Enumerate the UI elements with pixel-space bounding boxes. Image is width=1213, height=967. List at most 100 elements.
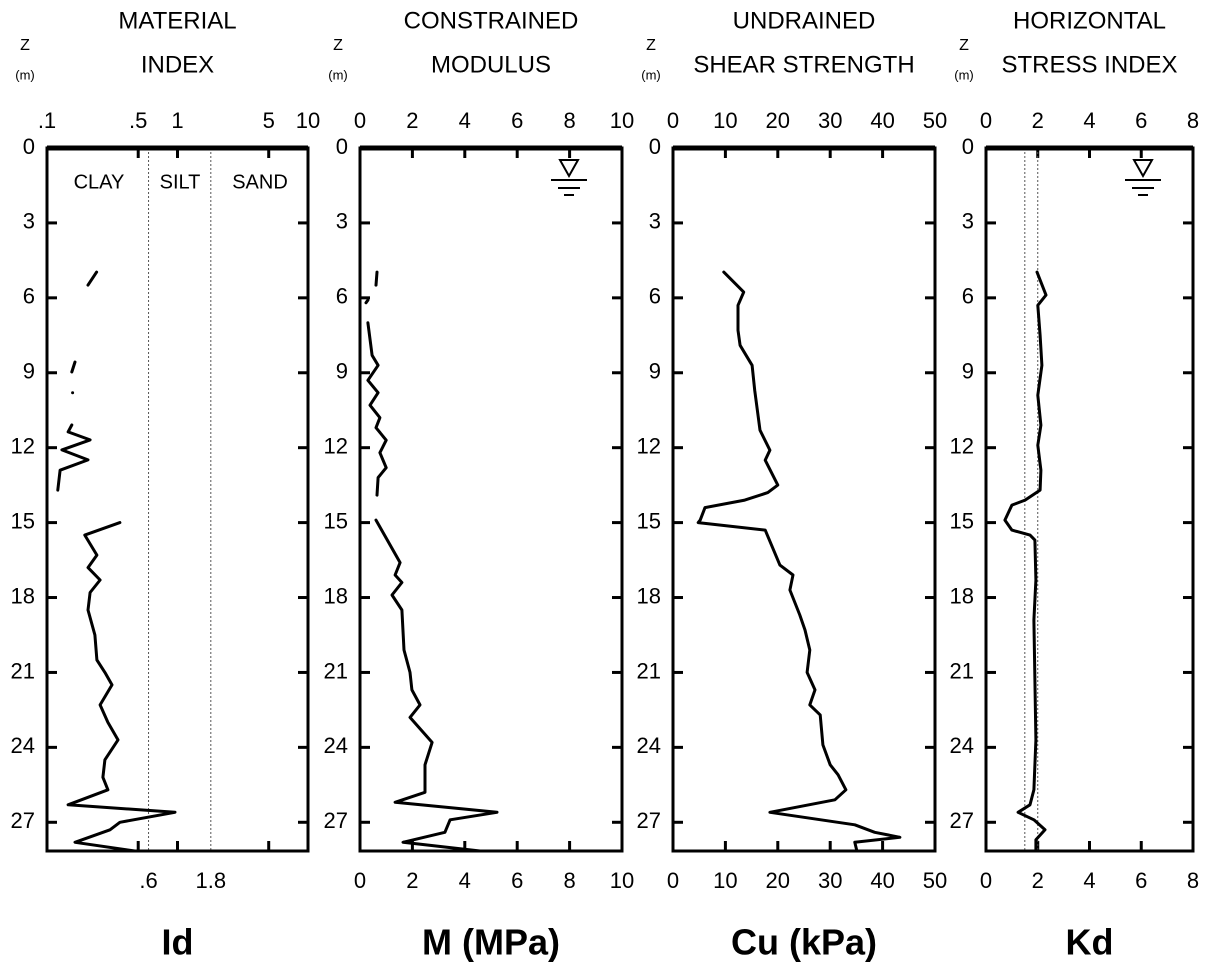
y-tick-label: 12 — [950, 433, 974, 458]
y-tick-label: 3 — [23, 209, 35, 234]
x-tick-label: 0 — [354, 108, 366, 133]
panel-title: MODULUS — [431, 51, 551, 78]
x-tick-label: 30 — [818, 868, 842, 893]
y-tick-label: 3 — [336, 209, 348, 234]
x-tick-label: 50 — [923, 868, 947, 893]
x-tick-label: 0 — [980, 108, 992, 133]
zone-label: SAND — [232, 171, 288, 193]
y-axis-label: (m) — [954, 67, 974, 82]
profile-line — [696, 270, 902, 853]
water-table-symbol — [1125, 159, 1161, 196]
x-tick-label: 0 — [667, 108, 679, 133]
y-axis-label: Z — [20, 37, 30, 54]
x-tick-label: 6 — [511, 108, 523, 133]
y-tick-label: 0 — [962, 134, 974, 159]
y-tick-label: 15 — [637, 508, 661, 533]
plot-frame — [45, 146, 310, 853]
y-tick-label: 6 — [649, 284, 661, 309]
y-tick-label: 15 — [11, 508, 35, 533]
y-axis-label: Z — [333, 37, 343, 54]
y-tick-label: 6 — [336, 284, 348, 309]
x-tick-label: 40 — [870, 868, 894, 893]
water-table-symbol — [551, 159, 587, 196]
x-tick-label: .1 — [38, 108, 56, 133]
y-tick-label: 9 — [23, 359, 35, 384]
x-tick-label: 20 — [766, 108, 790, 133]
y-tick-label: 21 — [324, 658, 348, 683]
x-axis-label: Id — [162, 922, 194, 963]
x-tick-label: 8 — [1187, 868, 1199, 893]
y-tick-label: 21 — [950, 658, 974, 683]
panel-title: CONSTRAINED — [404, 7, 579, 34]
y-tick-label: 27 — [950, 808, 974, 833]
y-tick-label: 18 — [950, 583, 974, 608]
x-tick-label: 1 — [171, 108, 183, 133]
y-axis-label: Z — [646, 37, 656, 54]
y-tick-label: 24 — [637, 733, 661, 758]
y-tick-label: 27 — [637, 808, 661, 833]
zone-label: SILT — [160, 171, 201, 193]
x-tick-label: 40 — [870, 108, 894, 133]
plot-frame — [358, 146, 624, 853]
x-tick-label: 6 — [1135, 108, 1147, 133]
y-tick-label: 21 — [11, 658, 35, 683]
panel-title: SHEAR STRENGTH — [693, 51, 914, 78]
panel-title: STRESS INDEX — [1001, 51, 1177, 78]
panel-title: UNDRAINED — [733, 7, 876, 34]
y-tick-label: 0 — [649, 134, 661, 159]
y-tick-label: 15 — [324, 508, 348, 533]
y-tick-label: 18 — [11, 583, 35, 608]
x-tick-label: 4 — [459, 868, 471, 893]
y-tick-label: 24 — [950, 733, 974, 758]
y-axis-label: (m) — [641, 67, 661, 82]
x-tick-label: 10 — [610, 108, 634, 133]
y-tick-label: 21 — [637, 658, 661, 683]
y-tick-label: 3 — [962, 209, 974, 234]
x-tick-label: 2 — [406, 108, 418, 133]
y-tick-label: 18 — [324, 583, 348, 608]
x-tick-label: 10 — [713, 108, 737, 133]
x-tick-label: 6 — [511, 868, 523, 893]
y-axis-label: (m) — [15, 67, 35, 82]
y-tick-label: 0 — [336, 134, 348, 159]
panel-title: HORIZONTAL — [1013, 7, 1166, 34]
x-tick-label: 5 — [263, 108, 275, 133]
x-tick-label: 4 — [1083, 108, 1095, 133]
x-tick-label: 30 — [818, 108, 842, 133]
x-axis-label: Cu (kPa) — [731, 922, 877, 963]
y-tick-label: 0 — [23, 134, 35, 159]
x-tick-label: 8 — [563, 108, 575, 133]
y-axis-label: Z — [959, 37, 969, 54]
x-axis-label: M (MPa) — [422, 922, 560, 963]
x-tick-label: 8 — [1187, 108, 1199, 133]
plot-frame — [984, 146, 1195, 853]
y-tick-label: 27 — [324, 808, 348, 833]
y-tick-label: 24 — [324, 733, 348, 758]
x-tick-label: 2 — [1032, 108, 1044, 133]
x-tick-label: 20 — [766, 868, 790, 893]
y-tick-label: 6 — [962, 284, 974, 309]
x-tick-label: 0 — [980, 868, 992, 893]
y-tick-label: 18 — [637, 583, 661, 608]
y-axis-label: (m) — [328, 67, 348, 82]
reference-label: 1.8 — [196, 868, 227, 893]
x-tick-label: 8 — [563, 868, 575, 893]
reference-label: .6 — [139, 868, 157, 893]
y-tick-label: 9 — [336, 359, 348, 384]
x-tick-label: 10 — [610, 868, 634, 893]
y-tick-label: 27 — [11, 808, 35, 833]
panel-title: INDEX — [141, 51, 214, 78]
x-tick-label: 10 — [296, 108, 320, 133]
y-tick-label: 12 — [637, 433, 661, 458]
x-tick-label: 6 — [1135, 868, 1147, 893]
y-tick-label: 12 — [11, 433, 35, 458]
x-tick-label: 50 — [923, 108, 947, 133]
y-tick-label: 24 — [11, 733, 35, 758]
x-tick-label: 0 — [354, 868, 366, 893]
x-axis-label: Kd — [1066, 922, 1114, 963]
y-tick-label: 3 — [649, 209, 661, 234]
x-tick-label: 0 — [667, 868, 679, 893]
panel-title: MATERIAL — [118, 7, 236, 34]
